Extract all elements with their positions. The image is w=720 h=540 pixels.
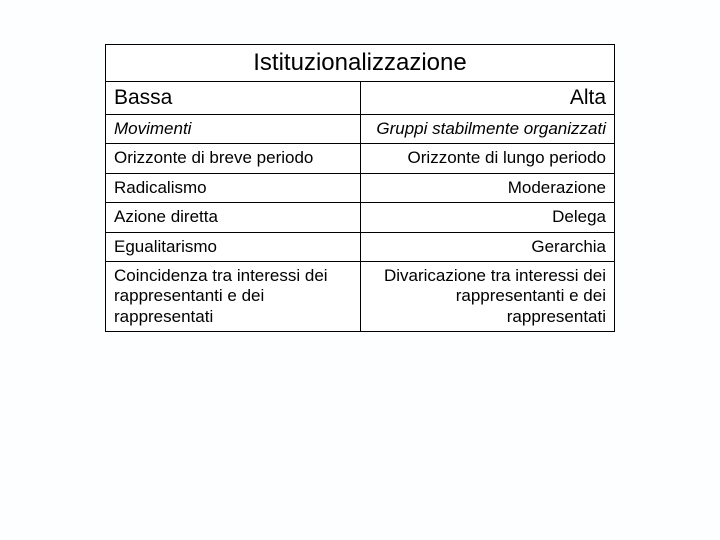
cell-left: Coincidenza tra interessi dei rappresent… bbox=[106, 261, 361, 331]
header-left: Bassa bbox=[106, 82, 361, 115]
cell-left: Egualitarismo bbox=[106, 232, 361, 261]
cell-right: Gerarchia bbox=[360, 232, 615, 261]
cell-left: Movimenti bbox=[106, 115, 361, 144]
table-row: Egualitarismo Gerarchia bbox=[106, 232, 615, 261]
cell-left: Orizzonte di breve periodo bbox=[106, 144, 361, 173]
cell-right: Delega bbox=[360, 203, 615, 232]
cell-left: Azione diretta bbox=[106, 203, 361, 232]
table-row: Movimenti Gruppi stabilmente organizzati bbox=[106, 115, 615, 144]
table-row: Radicalismo Moderazione bbox=[106, 173, 615, 202]
institutionalization-table: Istituzionalizzazione Bassa Alta Movimen… bbox=[105, 44, 615, 332]
cell-right: Divaricazione tra interessi dei rapprese… bbox=[360, 261, 615, 331]
cell-right: Moderazione bbox=[360, 173, 615, 202]
table-row: Coincidenza tra interessi dei rappresent… bbox=[106, 261, 615, 331]
table-title: Istituzionalizzazione bbox=[106, 45, 615, 82]
cell-left: Radicalismo bbox=[106, 173, 361, 202]
header-right: Alta bbox=[360, 82, 615, 115]
table-row: Azione diretta Delega bbox=[106, 203, 615, 232]
cell-right: Gruppi stabilmente organizzati bbox=[360, 115, 615, 144]
table-row: Orizzonte di breve periodo Orizzonte di … bbox=[106, 144, 615, 173]
cell-right: Orizzonte di lungo periodo bbox=[360, 144, 615, 173]
